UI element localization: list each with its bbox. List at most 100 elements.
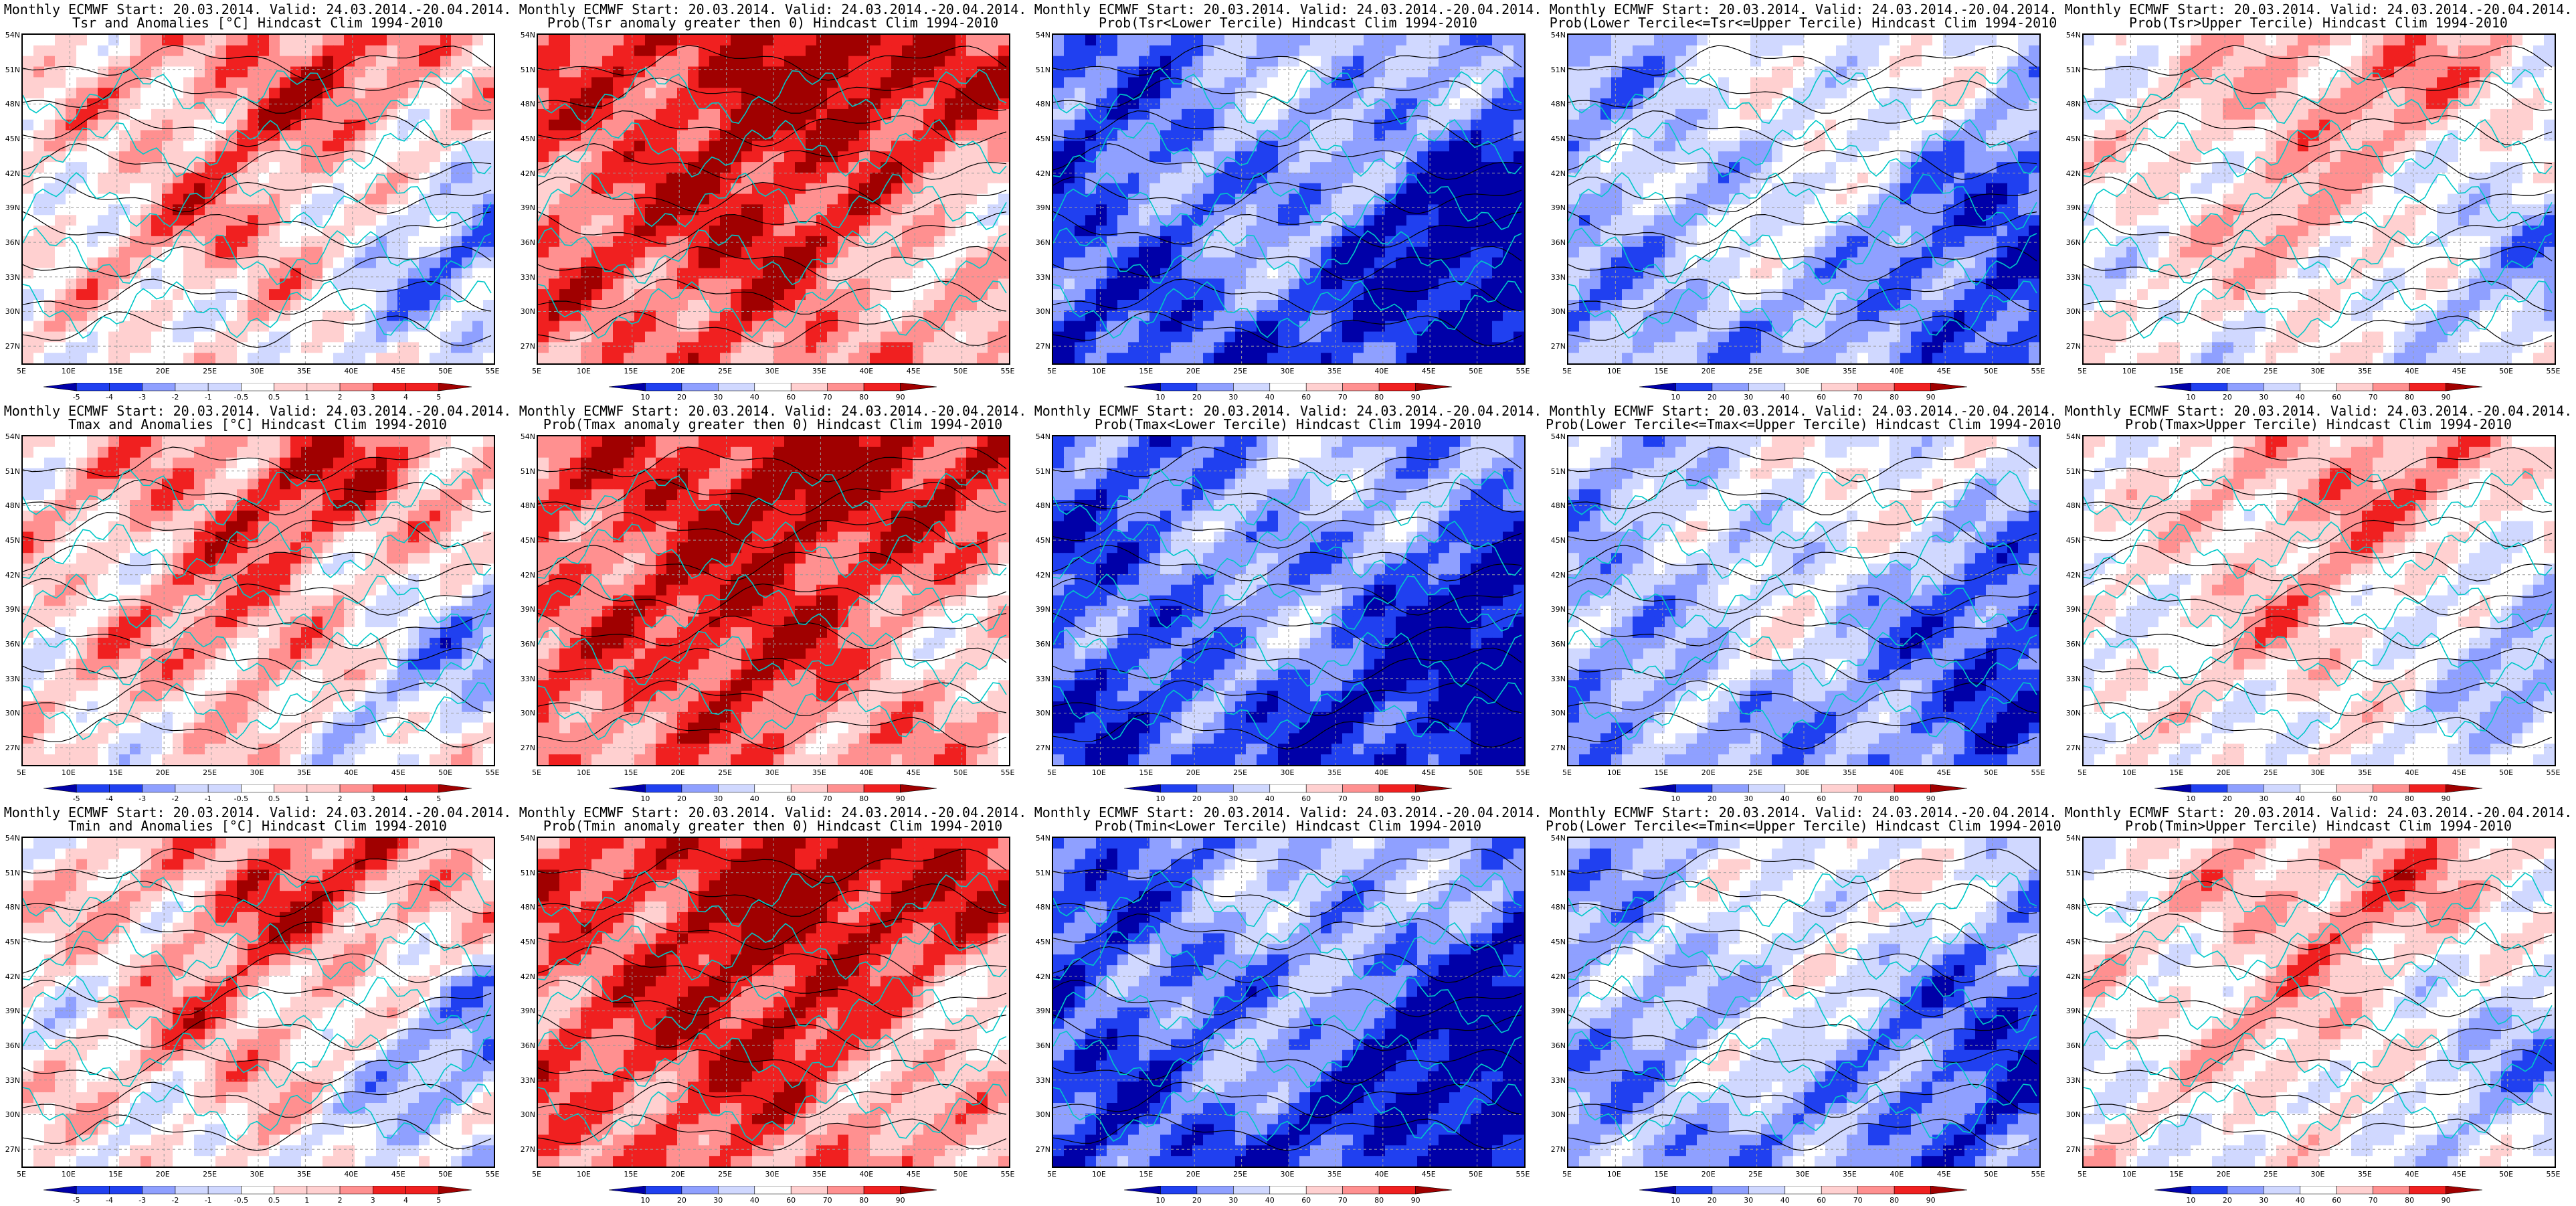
field-cell <box>1847 56 1858 67</box>
field-cell <box>1417 67 1429 78</box>
field-cell <box>440 332 452 343</box>
field-cell <box>130 289 141 300</box>
field-cell <box>1643 35 1655 46</box>
field-cell <box>1203 183 1214 194</box>
field-cell <box>312 35 323 46</box>
field-cell <box>1267 120 1279 131</box>
field-cell <box>913 289 924 300</box>
field-cell <box>816 35 828 46</box>
field-cell <box>699 332 710 343</box>
field-cell <box>1417 278 1429 289</box>
field-cell <box>194 67 205 78</box>
field-cell <box>538 300 549 311</box>
field-cell <box>1590 56 1601 67</box>
colorbar-label: 10 <box>640 393 650 402</box>
map-panel: Monthly ECMWF Start: 20.03.2014. Valid: … <box>515 0 1030 402</box>
field-cell <box>76 151 88 162</box>
lat-tick-label: 33N <box>1 273 20 282</box>
field-cell <box>1686 131 1697 141</box>
field-cell <box>1385 46 1396 56</box>
field-cell <box>1374 183 1386 194</box>
field-cell <box>699 77 710 88</box>
field-cell <box>656 131 667 141</box>
field-cell <box>430 247 441 258</box>
field-cell <box>870 332 881 343</box>
field-cell <box>1600 77 1612 88</box>
field-cell <box>731 151 742 162</box>
field-cell <box>827 236 838 247</box>
field-cell <box>301 67 312 78</box>
lon-tick-label: 20E <box>1180 367 1206 375</box>
field-cell <box>472 141 484 151</box>
field-cell <box>151 353 163 363</box>
field-cell <box>1117 289 1129 300</box>
field-cell <box>602 194 614 205</box>
colorbar-segment <box>1343 383 1379 391</box>
field-cell <box>440 300 452 311</box>
field-cell <box>763 247 774 258</box>
field-cell <box>1278 268 1289 279</box>
field-cell <box>173 141 184 151</box>
field-cell <box>1075 56 1086 67</box>
field-cell <box>1096 289 1107 300</box>
field-cell <box>848 131 860 141</box>
field-cell <box>1590 88 1601 98</box>
field-cell <box>108 300 120 311</box>
field-cell <box>870 35 881 46</box>
field-cell <box>1267 300 1279 311</box>
field-cell <box>355 67 366 78</box>
field-cell <box>1513 311 1524 321</box>
field-cell <box>1096 268 1107 279</box>
field-cell <box>1911 46 1922 56</box>
field-cell <box>151 332 163 343</box>
lon-tick-label: 50E <box>947 367 974 375</box>
field-cell <box>130 88 141 98</box>
field-cell <box>451 56 462 67</box>
field-cell <box>440 35 452 46</box>
field-cell <box>462 268 473 279</box>
field-cell <box>397 35 409 46</box>
field-cell <box>430 77 441 88</box>
field-cell <box>1096 247 1107 258</box>
field-cell <box>1439 311 1450 321</box>
field-cell <box>419 236 430 247</box>
field-cell <box>1203 258 1214 268</box>
field-cell <box>1385 141 1396 151</box>
field-cell <box>66 278 77 289</box>
field-cell <box>173 46 184 56</box>
field-cell <box>624 35 635 46</box>
field-cell <box>977 236 988 247</box>
field-cell <box>699 311 710 321</box>
field-cell <box>98 77 109 88</box>
field-cell <box>1214 236 1225 247</box>
field-cell <box>108 247 120 258</box>
field-cell <box>119 268 130 279</box>
field-cell <box>1085 258 1097 268</box>
field-cell <box>891 332 903 343</box>
field-cell <box>988 35 999 46</box>
field-cell <box>333 194 345 205</box>
field-cell <box>1761 131 1772 141</box>
field-cell <box>1182 88 1193 98</box>
field-cell <box>365 56 377 67</box>
field-cell <box>1107 162 1118 173</box>
field-cell <box>205 258 216 268</box>
field-cell <box>226 321 238 332</box>
field-cell <box>323 109 334 120</box>
field-cell <box>226 204 238 215</box>
field-cell <box>1718 35 1730 46</box>
field-cell <box>1782 151 1794 162</box>
field-cell <box>55 215 66 226</box>
field-cell <box>1267 173 1279 183</box>
field-cell <box>677 321 688 332</box>
field-cell <box>1321 67 1332 78</box>
field-cell <box>1374 215 1386 226</box>
field-cell <box>1128 77 1139 88</box>
field-cell <box>688 332 699 343</box>
field-cell <box>870 247 881 258</box>
field-cell <box>1235 289 1247 300</box>
field-cell <box>472 311 484 321</box>
field-cell <box>1064 141 1075 151</box>
field-cell <box>1471 131 1482 141</box>
lon-tick-label: 45E <box>900 367 927 375</box>
